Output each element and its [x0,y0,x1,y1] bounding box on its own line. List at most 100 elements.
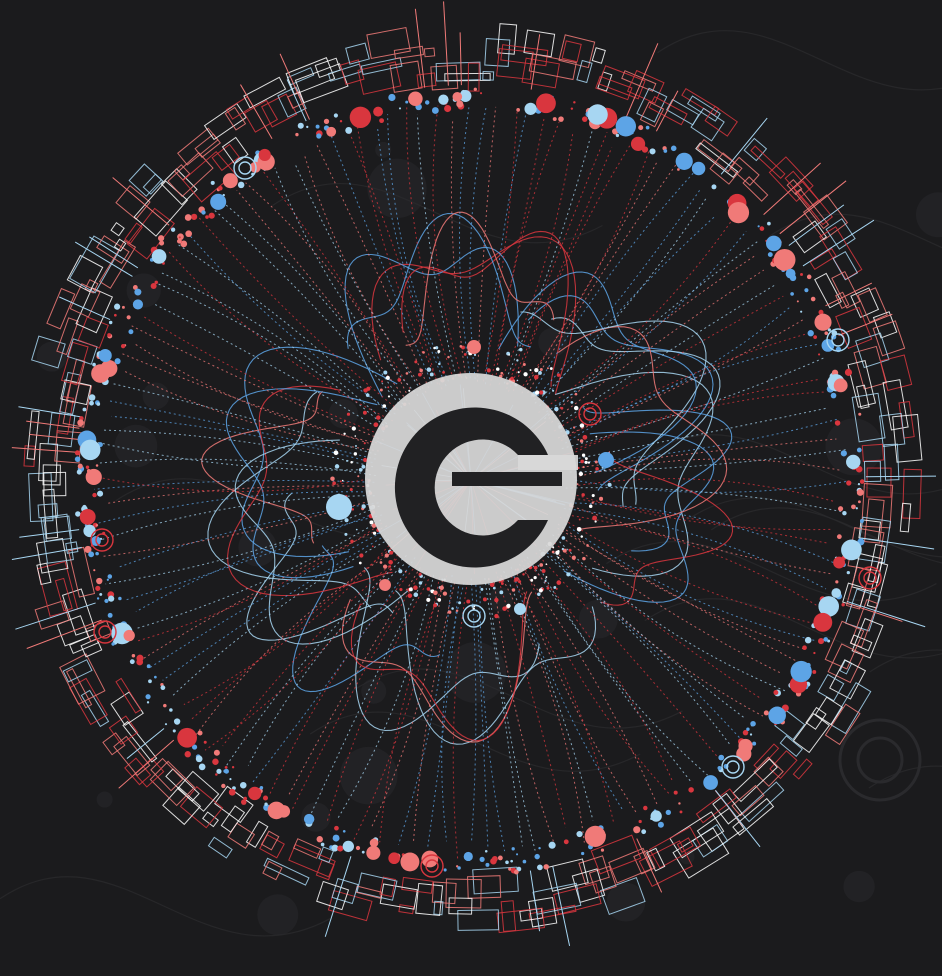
inner-dot [361,464,366,469]
outer-dot [333,113,338,118]
outer-dot [93,569,96,572]
ray-line [498,131,574,385]
bg-curve [868,765,942,789]
outer-box [793,180,833,226]
ray-line [539,549,731,746]
inner-dot [545,576,548,578]
outer-box [817,673,845,702]
outer-dot [146,701,150,704]
outer-box [75,287,114,334]
inner-dot [544,579,547,583]
outer-dot [306,125,309,129]
outer-dot [834,420,841,426]
inner-dot [573,405,579,411]
ray-line [539,215,716,407]
ray-line [103,429,374,468]
outer-box [500,900,517,932]
inner-dot [500,371,504,375]
outer-box [207,836,233,859]
outer-tick [715,789,761,848]
outer-node [584,825,606,847]
outer-node [91,364,110,383]
outer-dot [180,240,188,248]
outer-dot [813,335,817,339]
inner-dot [508,354,511,356]
inner-dot [369,520,374,525]
inner-dot [581,453,586,457]
outer-box [360,57,403,76]
outer-node [267,801,286,820]
outer-box [393,45,425,60]
outer-box [36,562,52,586]
outer-box [316,880,350,911]
ray-line [197,216,399,411]
outer-dot [516,866,522,872]
inner-dot [499,590,504,595]
outer-dot [638,819,642,824]
outer-dot [537,864,543,871]
outer-box [861,443,885,462]
inner-node [467,340,481,354]
outer-dot [114,303,121,310]
inner-dot [581,493,585,497]
wave-line [292,545,441,693]
inner-dot [539,390,544,395]
inner-dot [407,593,413,598]
bg-blot [114,424,158,468]
ray-line [94,480,375,490]
outer-dot [224,766,228,769]
outer-dot [164,723,168,726]
outer-box [646,847,666,872]
inner-dot [560,406,564,410]
outer-box [496,48,534,80]
outer-dot [513,869,519,875]
ray-line [565,343,819,444]
inner-dot [580,459,584,464]
inner-dot [385,375,390,380]
outer-box [879,354,913,392]
outer-dot [262,795,269,801]
outer-dot [846,480,852,486]
outer-dot [510,859,513,863]
ray-line [548,542,764,717]
outer-dot [570,107,574,110]
outer-box [546,858,589,892]
outer-dot [77,463,83,469]
bg-curve [657,30,942,91]
inner-dot [534,390,540,395]
outer-box [649,826,701,869]
inner-dot [383,370,388,375]
target-ring [420,854,444,878]
inner-dot [553,586,557,589]
ray-line [432,105,463,379]
outer-node [151,249,167,264]
inner-dot [551,550,555,554]
inner-dot [413,592,419,598]
outer-box [768,156,814,202]
outer-box [42,464,61,486]
outer-dot [718,754,725,761]
outer-box [318,846,335,864]
ray-line [573,418,840,464]
inner-dot [346,459,349,462]
outer-tick [414,8,426,88]
outer-dot [97,490,104,497]
outer-node [785,268,796,279]
outer-dot [74,450,81,456]
outer-dot [767,252,773,258]
ray-line [560,332,809,442]
inner-dot [538,588,543,593]
outer-dot [663,149,668,153]
bg-curve [643,434,942,495]
outer-box [179,786,224,829]
inner-dot [330,476,335,481]
outer-tick [15,602,96,630]
inner-dot [341,479,344,482]
inner-dot [561,547,564,551]
outer-dot [836,534,842,540]
outer-dot [823,637,829,642]
outer-node [790,660,812,683]
ray-line [291,569,423,810]
inner-dot [455,609,459,613]
inner-dot [362,410,367,415]
